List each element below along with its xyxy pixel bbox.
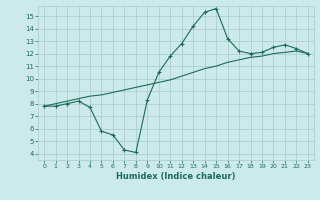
X-axis label: Humidex (Indice chaleur): Humidex (Indice chaleur) — [116, 172, 236, 181]
